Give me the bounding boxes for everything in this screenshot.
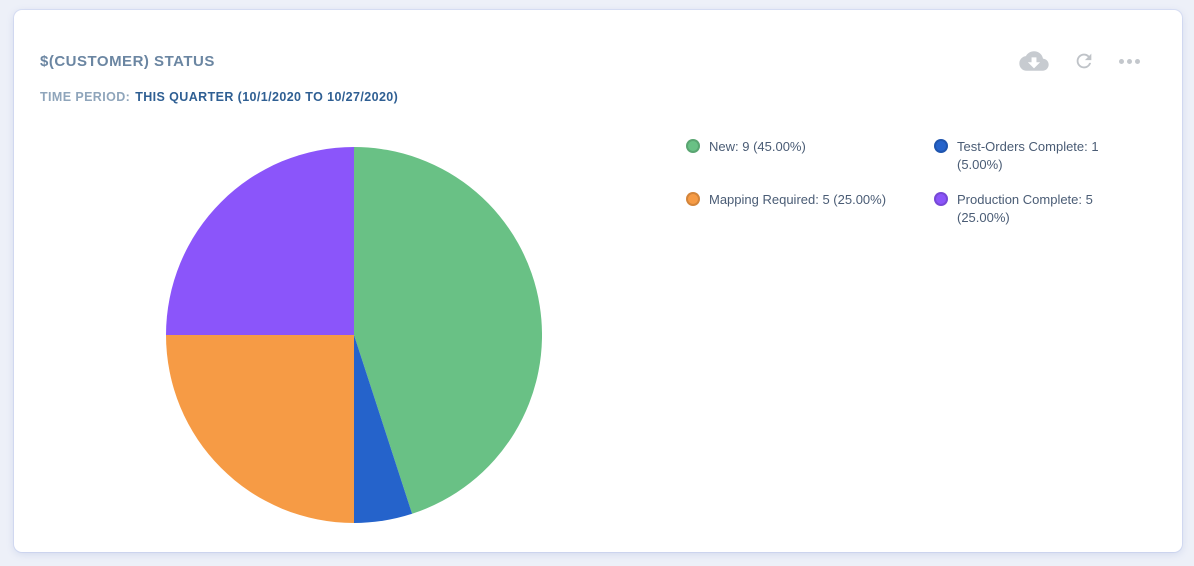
status-card: $(CUSTOMER) STATUS TIME PERIOD: THIS QUAR… [14, 10, 1182, 552]
time-period-label: TIME PERIOD: [40, 90, 131, 104]
legend-dot-new [686, 139, 700, 153]
pie-slice-production-complete[interactable] [166, 147, 354, 335]
refresh-icon[interactable] [1073, 48, 1095, 74]
legend-dot-test-orders-complete [934, 139, 948, 153]
legend-dot-mapping-required [686, 192, 700, 207]
chart-legend: New: 9 (45.00%) Test-Orders Complete: 1 (… [686, 138, 1182, 226]
card-toolbar [1019, 48, 1140, 74]
time-period: TIME PERIOD: THIS QUARTER (10/1/2020 TO 1… [40, 90, 398, 104]
pie-slice-mapping-required[interactable] [166, 335, 354, 523]
card-header: $(CUSTOMER) STATUS [40, 48, 1156, 74]
legend-label-production-complete: Production Complete: 5 (25.00%) [957, 192, 1093, 225]
pie-chart [166, 147, 543, 523]
pie-slice-new[interactable] [354, 147, 543, 514]
ellipsis-icon[interactable] [1119, 48, 1140, 74]
legend-label-new: New: 9 (45.00%) [709, 139, 806, 154]
legend-item-test-orders-complete[interactable]: Test-Orders Complete: 1 (5.00%) [934, 138, 1182, 173]
pie-slice-test-orders-complete[interactable] [354, 335, 413, 523]
legend-item-new[interactable]: New: 9 (45.00%) [686, 138, 934, 173]
legend-label-mapping-required: Mapping Required: 5 (25.00%) [709, 192, 887, 208]
time-period-value: THIS QUARTER (10/1/2020 TO 10/27/2020) [135, 90, 399, 104]
legend-dot-production-complete [934, 192, 948, 207]
cloud-download-icon[interactable] [1019, 48, 1049, 74]
legend-item-mapping-required[interactable]: Mapping Required: 5 (25.00%) [686, 191, 934, 226]
legend-label-test-orders-complete: Test-Orders Complete: 1 (5.00%) [957, 139, 1099, 172]
card-title: $(CUSTOMER) STATUS [40, 52, 215, 70]
legend-item-production-complete[interactable]: Production Complete: 5 (25.00%) [934, 191, 1182, 226]
